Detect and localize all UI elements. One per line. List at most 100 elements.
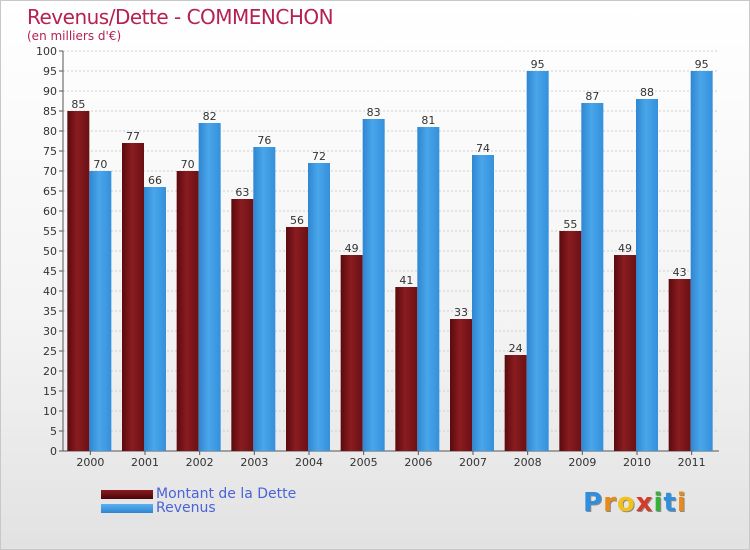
bars: [67, 71, 713, 451]
logo-letter-1: r: [603, 488, 617, 518]
data-label-dette-2011: 43: [673, 266, 687, 279]
y-tick-label-90: 90: [43, 85, 57, 98]
bar-revenus-2009: [581, 103, 604, 451]
data-label-revenus-2003: 76: [257, 134, 271, 147]
x-tick-label-2008: 2008: [514, 456, 542, 469]
y-tick-label-60: 60: [43, 205, 57, 218]
x-tick-label-2000: 2000: [76, 456, 104, 469]
bar-dette-2002: [176, 171, 199, 451]
data-label-revenus-2006: 81: [421, 114, 435, 127]
data-label-dette-2009: 55: [563, 218, 577, 231]
y-tick-label-30: 30: [43, 325, 57, 338]
x-tick-label-2003: 2003: [240, 456, 268, 469]
y-tick-label-50: 50: [43, 245, 57, 258]
y-tick-label-20: 20: [43, 365, 57, 378]
legend-label-dette: Montant de la Dette: [156, 486, 297, 502]
bar-dette-2000: [67, 111, 90, 451]
y-tick-label-15: 15: [43, 385, 57, 398]
y-tick-label-5: 5: [50, 425, 57, 438]
data-label-dette-2010: 49: [618, 242, 632, 255]
x-tick-label-2005: 2005: [350, 456, 378, 469]
data-label-revenus-2000: 70: [93, 158, 107, 171]
chart-subtitle: (en milliers d'€): [27, 29, 122, 43]
legend-label-revenus: Revenus: [156, 500, 216, 516]
y-tick-label-40: 40: [43, 285, 57, 298]
data-label-dette-2007: 33: [454, 306, 468, 319]
y-tick-label-25: 25: [43, 345, 57, 358]
x-tick-label-2011: 2011: [678, 456, 706, 469]
bar-revenus-2000: [89, 171, 112, 451]
bar-dette-2003: [231, 199, 254, 451]
bar-dette-2006: [395, 287, 418, 451]
bar-dette-2009: [559, 231, 582, 451]
y-tick-label-55: 55: [43, 225, 57, 238]
data-label-revenus-2011: 95: [695, 58, 709, 71]
proxiti-logo: Proxiti: [583, 488, 687, 518]
logo-letter-3: x: [635, 488, 654, 518]
bar-revenus-2011: [690, 71, 713, 451]
bar-revenus-2003: [253, 147, 276, 451]
data-label-revenus-2001: 66: [148, 174, 162, 187]
x-tick-label-2009: 2009: [568, 456, 596, 469]
logo-letter-2: o: [616, 488, 636, 518]
x-tick-label-2004: 2004: [295, 456, 323, 469]
y-tick-label-65: 65: [43, 185, 57, 198]
y-tick-label-100: 100: [36, 45, 57, 58]
bar-revenus-2006: [417, 127, 440, 451]
bar-dette-2008: [504, 355, 527, 451]
y-tick-label-85: 85: [43, 105, 57, 118]
bar-revenus-2005: [362, 119, 385, 451]
data-label-revenus-2005: 83: [367, 106, 381, 119]
data-label-dette-2001: 77: [126, 130, 140, 143]
data-label-revenus-2007: 74: [476, 142, 490, 155]
data-label-revenus-2002: 82: [203, 110, 217, 123]
bar-dette-2004: [286, 227, 308, 451]
logo-letter-0: P: [583, 488, 604, 518]
bar-revenus-2010: [636, 99, 658, 451]
data-label-revenus-2009: 87: [585, 90, 599, 103]
y-tick-label-0: 0: [50, 445, 57, 458]
bar-revenus-2008: [526, 71, 549, 451]
legend-swatch-dette: [101, 490, 153, 499]
data-label-dette-2004: 56: [290, 214, 304, 227]
y-tick-label-10: 10: [43, 405, 57, 418]
logo-letter-4: i: [653, 488, 664, 518]
data-label-revenus-2008: 95: [531, 58, 545, 71]
legend-swatch-revenus: [101, 504, 153, 513]
y-tick-label-45: 45: [43, 265, 57, 278]
data-label-revenus-2004: 72: [312, 150, 326, 163]
x-tick-label-2006: 2006: [404, 456, 432, 469]
logo-letter-6: i: [676, 488, 687, 518]
chart-title: Revenus/Dette - COMMENCHON: [27, 5, 334, 29]
data-label-revenus-2010: 88: [640, 86, 654, 99]
y-tick-label-80: 80: [43, 125, 57, 138]
bar-dette-2007: [450, 319, 472, 451]
x-tick-label-2010: 2010: [623, 456, 651, 469]
x-tick-label-2002: 2002: [186, 456, 214, 469]
data-label-dette-2003: 63: [235, 186, 249, 199]
logo-letter-5: t: [663, 488, 677, 518]
x-tick-label-2001: 2001: [131, 456, 159, 469]
bar-dette-2005: [340, 255, 363, 451]
y-tick-label-70: 70: [43, 165, 57, 178]
bar-dette-2001: [122, 143, 144, 451]
bar-revenus-2001: [144, 187, 166, 451]
y-tick-label-95: 95: [43, 65, 57, 78]
data-label-dette-2008: 24: [509, 342, 523, 355]
data-label-dette-2002: 70: [181, 158, 195, 171]
x-tick-label-2007: 2007: [459, 456, 487, 469]
bar-dette-2010: [614, 255, 636, 451]
y-tick-label-35: 35: [43, 305, 57, 318]
labels: 85 70 77 66 70 82 63 76 56 72 49 83 41 81 33 74 24 95 55 87…: [71, 58, 708, 355]
y-tick-label-75: 75: [43, 145, 57, 158]
axes: 0 5 10 15 20 25 30 35 40 45 50 55 60 65 70 75 80 85 90 95 10…: [36, 45, 719, 469]
bar-revenus-2004: [308, 163, 330, 451]
data-label-dette-2006: 41: [399, 274, 413, 287]
data-label-dette-2000: 85: [71, 98, 85, 111]
bar-revenus-2002: [198, 123, 221, 451]
bar-dette-2011: [668, 279, 691, 451]
bar-revenus-2007: [472, 155, 494, 451]
data-label-dette-2005: 49: [345, 242, 359, 255]
